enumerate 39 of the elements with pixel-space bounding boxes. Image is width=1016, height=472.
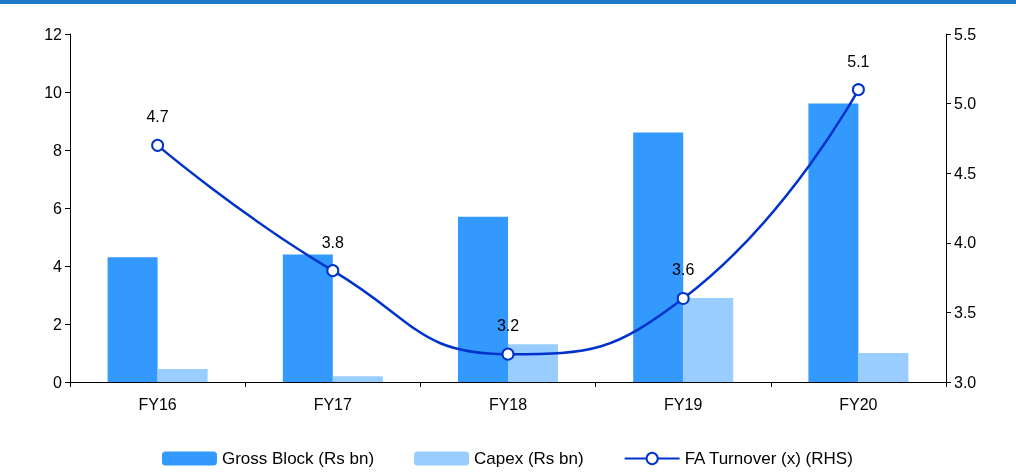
point — [501, 347, 515, 361]
legend-label: FA Turnover (x) (RHS) — [684, 449, 853, 468]
x-tick-label: FY16 — [138, 395, 177, 413]
point — [676, 291, 690, 305]
bar — [683, 297, 734, 382]
bar — [332, 376, 383, 382]
y-tick-label: 2 — [53, 315, 63, 333]
data-label: 4.7 — [146, 108, 169, 126]
data-label: 3.2 — [496, 317, 520, 335]
x-tick-label: FY19 — [664, 395, 703, 413]
y2-tick-label: 3.5 — [954, 303, 977, 321]
point — [151, 138, 165, 152]
y-tick-label: 0 — [53, 373, 63, 391]
y2-tick-label: 3.0 — [954, 373, 977, 391]
data-label: 5.1 — [847, 52, 870, 70]
y-tick-label: 10 — [44, 83, 63, 101]
y2-tick-label: 4.0 — [954, 234, 977, 252]
x-tick-label: FY20 — [839, 395, 878, 413]
x-tick-label: FY18 — [488, 395, 528, 413]
data-label: 3.6 — [672, 261, 695, 279]
y-tick-label: 6 — [53, 199, 63, 217]
point — [326, 264, 340, 278]
bar — [858, 353, 909, 382]
point — [851, 83, 865, 97]
x-tick-label: FY17 — [313, 395, 353, 413]
y2-tick-label: 5.0 — [954, 95, 977, 113]
bar — [107, 257, 158, 382]
bar — [282, 254, 333, 382]
y2-tick-label: 4.5 — [954, 164, 977, 182]
data-label: 3.8 — [321, 233, 345, 251]
bar — [808, 103, 859, 382]
y-tick-label: 8 — [53, 141, 63, 159]
y2-tick-label: 5.5 — [954, 25, 977, 43]
y-tick-label: 4 — [53, 257, 63, 275]
bar — [508, 344, 558, 382]
y-tick-label: 12 — [44, 25, 63, 43]
bar — [157, 368, 208, 382]
legend-label: Gross Block (Rs bn) — [221, 449, 375, 468]
legend-label: Capex (Rs bn) — [474, 449, 584, 468]
